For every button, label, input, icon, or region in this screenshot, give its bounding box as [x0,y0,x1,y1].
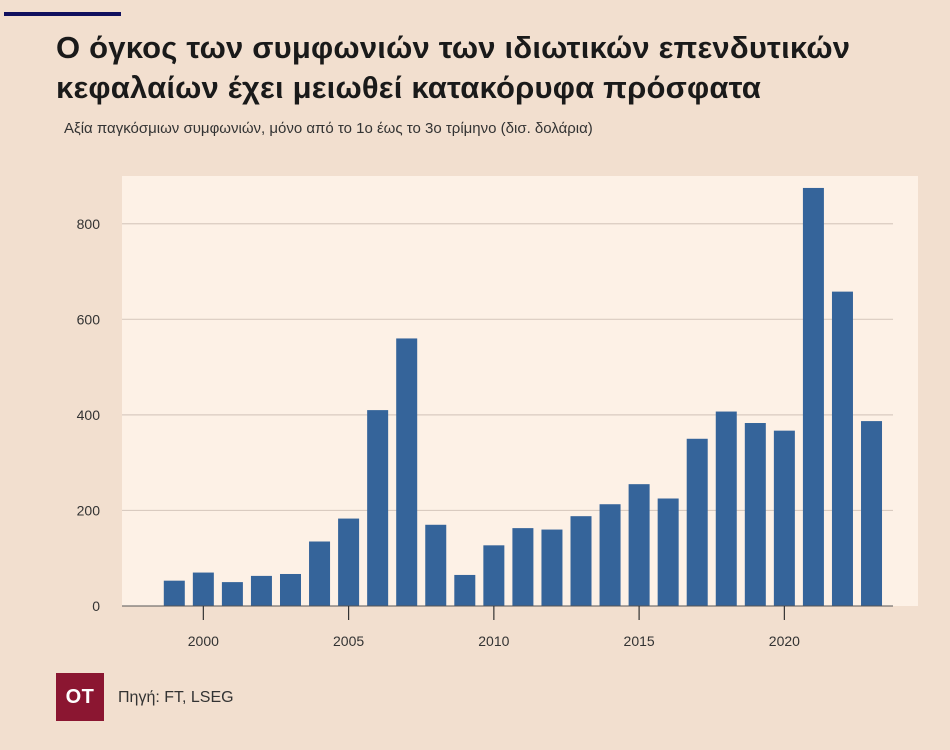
bar-2012 [541,529,563,606]
source-note: Πηγή: FT, LSEG [118,689,234,706]
bar-2010 [483,545,505,606]
bar-2013 [570,516,592,606]
bars [163,187,883,606]
bar-2023 [861,421,883,606]
y-axis: 0 200 400 600 800 [77,216,101,614]
x-tick-label: 2000 [188,633,219,649]
y-tick-label: 800 [77,216,101,232]
bar-chart: 0 200 400 600 800 2000 2005 2010 2015 2020 [77,176,918,649]
bar-2001 [221,582,243,606]
y-tick-label: 600 [77,311,101,327]
bar-2000 [192,572,214,606]
bar-2003 [279,573,301,606]
y-tick-label: 200 [77,502,101,518]
bar-2020 [773,430,795,606]
y-tick-label: 0 [92,598,100,614]
x-tick-label: 2010 [478,633,509,649]
bar-2009 [454,574,476,606]
x-tick-label: 2015 [624,633,655,649]
chart-title: Ο όγκος των συμφωνιών των ιδιωτικών επεν… [56,30,851,105]
bar-2004 [309,541,331,606]
x-tick-label: 2005 [333,633,364,649]
bar-2018 [715,411,737,606]
bar-2019 [744,423,766,606]
bar-2005 [338,518,360,606]
bar-2007 [396,338,418,606]
top-accent-rule [4,12,121,16]
bar-2022 [831,291,853,606]
bar-2015 [628,484,650,606]
x-axis: 2000 2005 2010 2015 2020 [122,605,893,649]
y-tick-label: 400 [77,407,101,423]
ot-logo: OT [56,673,104,721]
bar-2008 [425,524,447,606]
bar-1999 [163,580,185,606]
chart-subtitle: Αξία παγκόσμιων συμφωνιών, μόνο από το 1… [64,120,593,137]
bar-2021 [802,187,824,606]
bar-2016 [657,498,679,606]
x-tick-label: 2020 [769,633,800,649]
bar-2014 [599,504,621,606]
bar-2006 [367,410,389,606]
bar-2017 [686,438,708,606]
bar-2002 [250,575,272,606]
bar-2011 [512,528,534,606]
